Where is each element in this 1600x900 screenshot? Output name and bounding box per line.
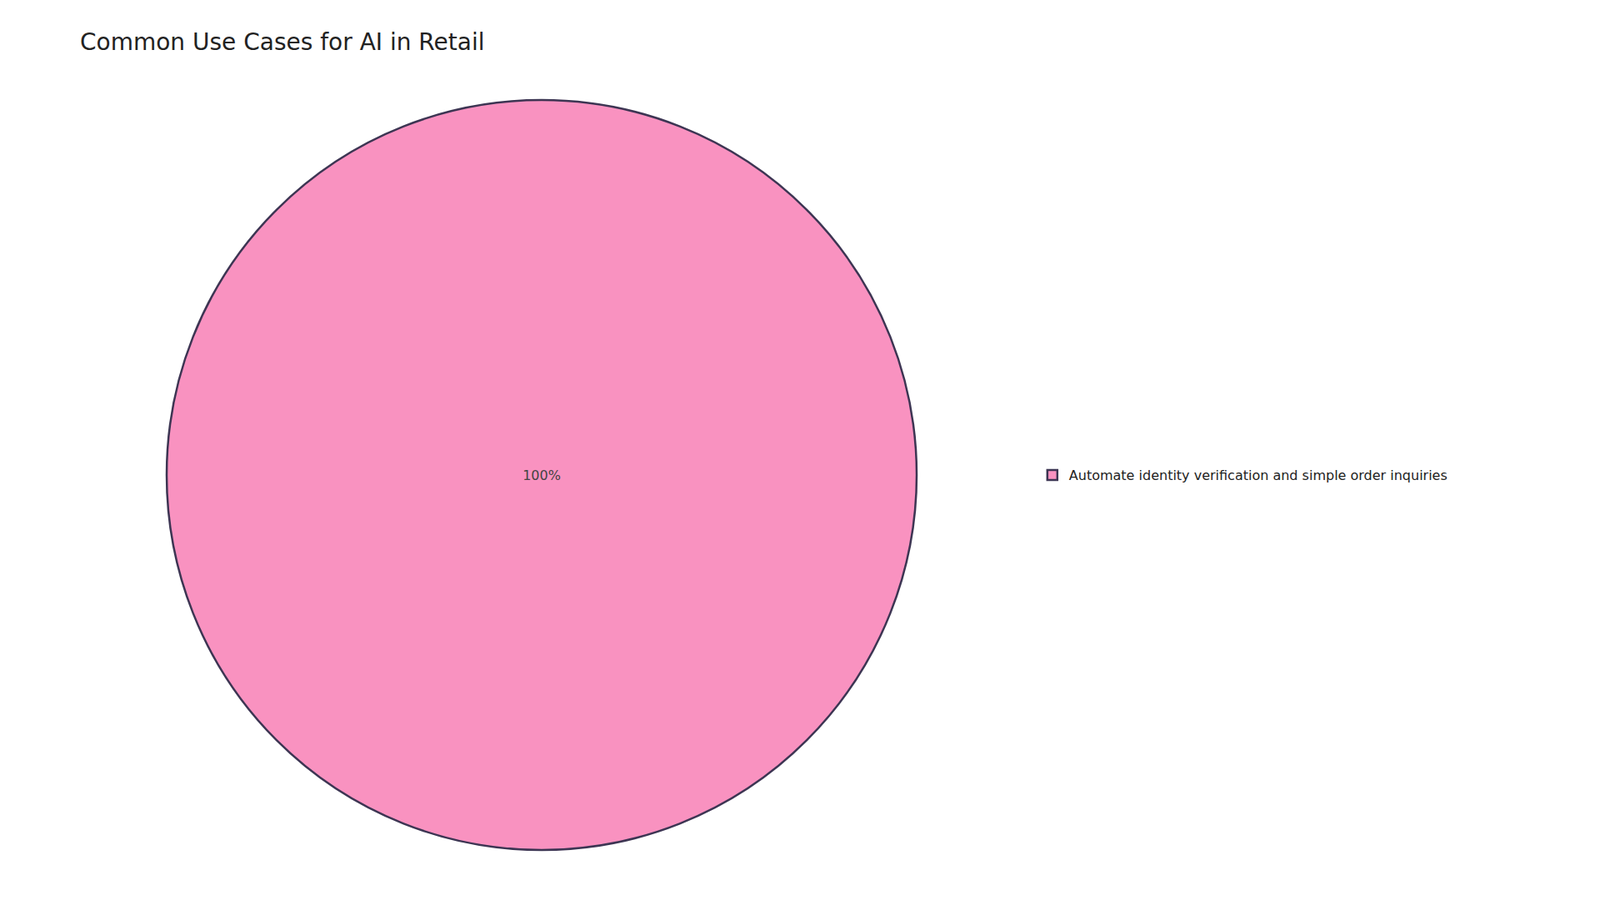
svg-text:100%: 100% <box>522 467 561 484</box>
svg-text:Automate identity verification: Automate identity verification and simpl… <box>1069 467 1448 484</box>
svg-text:Common Use Cases for AI in Ret: Common Use Cases for AI in Retail <box>80 28 485 56</box>
